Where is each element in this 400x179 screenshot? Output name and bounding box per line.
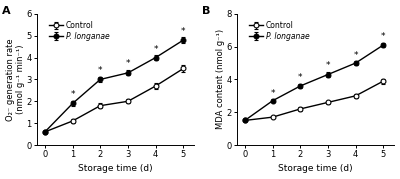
Text: *: * bbox=[298, 73, 302, 82]
Legend: Control, P. longanae: Control, P. longanae bbox=[48, 20, 110, 41]
Text: A: A bbox=[2, 6, 10, 16]
Text: *: * bbox=[354, 51, 358, 60]
Y-axis label: O₂⁻ generation rate
(nmol g⁻¹ min⁻¹): O₂⁻ generation rate (nmol g⁻¹ min⁻¹) bbox=[6, 38, 25, 121]
Y-axis label: MDA content (nmol g⁻¹): MDA content (nmol g⁻¹) bbox=[216, 29, 225, 129]
Text: *: * bbox=[98, 66, 102, 76]
X-axis label: Storage time (d): Storage time (d) bbox=[78, 165, 153, 173]
Legend: Control, P. longanae: Control, P. longanae bbox=[248, 20, 310, 41]
Text: *: * bbox=[126, 59, 130, 68]
Text: *: * bbox=[381, 32, 386, 41]
Text: *: * bbox=[70, 90, 75, 99]
Text: *: * bbox=[326, 61, 330, 70]
Text: B: B bbox=[202, 6, 210, 16]
Text: *: * bbox=[154, 45, 158, 54]
X-axis label: Storage time (d): Storage time (d) bbox=[278, 165, 353, 173]
Text: *: * bbox=[270, 89, 275, 98]
Text: *: * bbox=[181, 27, 186, 36]
